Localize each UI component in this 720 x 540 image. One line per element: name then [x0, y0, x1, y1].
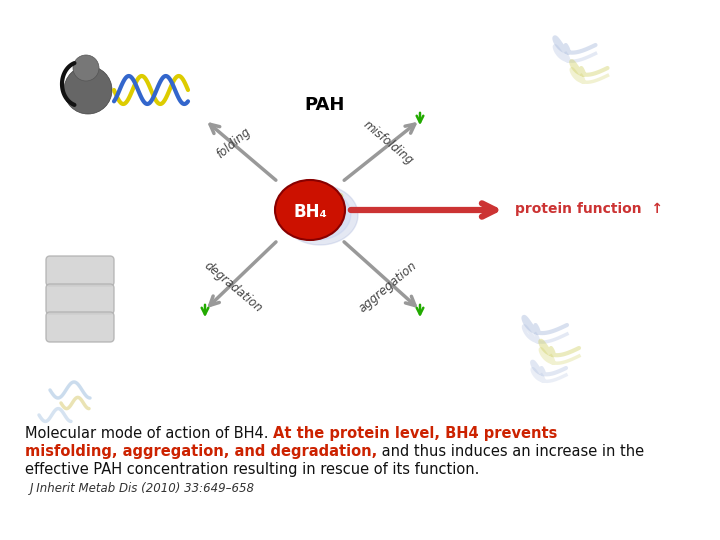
Polygon shape [287, 189, 351, 240]
Text: degradation: degradation [202, 259, 265, 315]
Circle shape [64, 66, 112, 114]
Text: misfolding: misfolding [361, 118, 415, 167]
Circle shape [73, 55, 99, 81]
Ellipse shape [275, 180, 345, 240]
Text: folding: folding [213, 125, 253, 161]
Text: BH₄: BH₄ [293, 203, 327, 221]
FancyBboxPatch shape [46, 312, 114, 342]
Text: PAH: PAH [305, 96, 345, 114]
Text: misfolding, aggregation, and degradation,: misfolding, aggregation, and degradation… [25, 444, 377, 459]
Text: Molecular mode of action of BH4.: Molecular mode of action of BH4. [25, 426, 273, 441]
Text: and thus induces an increase in the: and thus induces an increase in the [377, 444, 644, 459]
Text: J Inherit Metab Dis (2010) 33:649–658: J Inherit Metab Dis (2010) 33:649–658 [30, 482, 255, 495]
FancyBboxPatch shape [46, 256, 114, 286]
Text: effective PAH concentration resulting in rescue of its function.: effective PAH concentration resulting in… [25, 462, 480, 477]
Text: At the protein level, BH4 prevents: At the protein level, BH4 prevents [273, 426, 557, 441]
FancyBboxPatch shape [46, 284, 114, 314]
Text: aggregation: aggregation [356, 259, 420, 315]
Polygon shape [282, 185, 358, 245]
Text: protein function  ↑: protein function ↑ [515, 202, 663, 216]
